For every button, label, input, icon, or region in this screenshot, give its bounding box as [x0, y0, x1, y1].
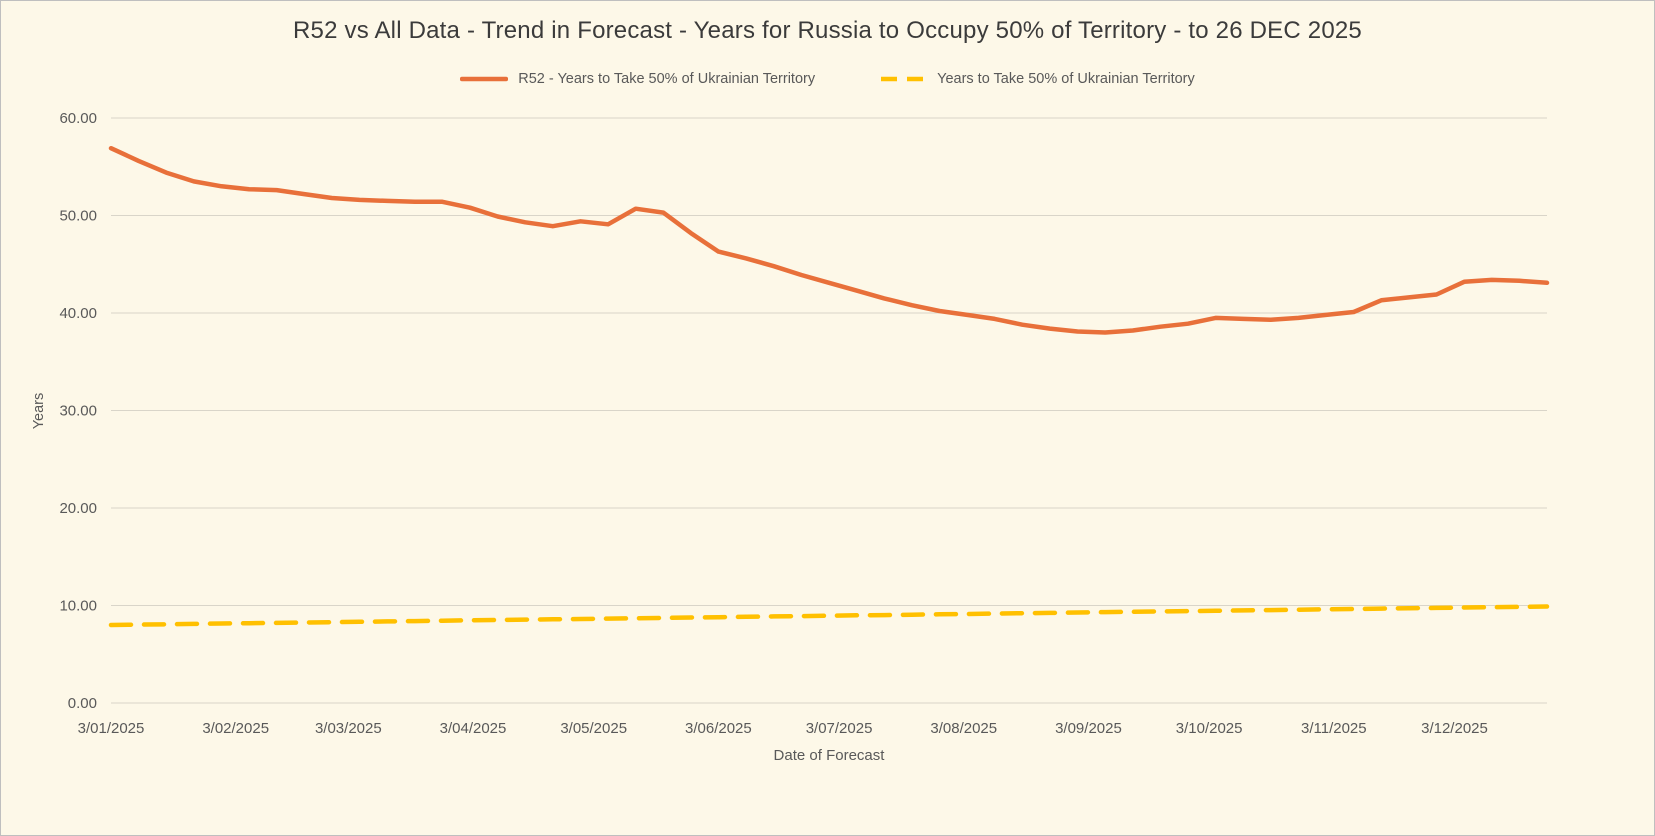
x-tick-label: 3/11/2025 [1301, 720, 1367, 737]
legend-item-alldata: Years to Take 50% of Ukrainian Territory [879, 71, 1195, 87]
y-tick-label: 20.00 [59, 500, 97, 517]
legend-label-r52: R52 - Years to Take 50% of Ukrainian Ter… [518, 71, 816, 87]
y-tick-label: 0.00 [68, 695, 97, 712]
x-tick-label: 3/12/2025 [1421, 720, 1488, 737]
y-tick-label: 10.00 [59, 598, 97, 615]
y-tick-label: 30.00 [59, 403, 97, 420]
x-tick-label: 3/05/2025 [560, 720, 627, 737]
x-tick-label: 3/10/2025 [1176, 720, 1243, 737]
x-tick-label: 3/07/2025 [806, 720, 873, 737]
series-line-1 [108, 604, 1550, 628]
legend-swatch-1 [881, 76, 926, 82]
x-axis-title: Date of Forecast [773, 747, 885, 764]
y-tick-label: 40.00 [59, 305, 97, 322]
x-tick-label: 3/09/2025 [1055, 720, 1122, 737]
y-axis-title: Years [31, 392, 47, 430]
series-line-0 [108, 145, 1550, 335]
legend-item-r52: R52 - Years to Take 50% of Ukrainian Ter… [460, 71, 815, 87]
x-tick-label: 3/03/2025 [315, 720, 382, 737]
chart-title: R52 vs All Data - Trend in Forecast - Ye… [293, 17, 1362, 44]
legend-swatch-0 [460, 76, 509, 82]
x-tick-label: 3/08/2025 [930, 720, 997, 737]
x-tick-label: 3/04/2025 [440, 720, 507, 737]
x-tick-label: 3/02/2025 [202, 720, 269, 737]
y-tick-label: 50.00 [59, 208, 97, 225]
x-tick-label: 3/06/2025 [685, 720, 752, 737]
legend-label-alldata: Years to Take 50% of Ukrainian Territory [937, 71, 1195, 87]
legend: R52 - Years to Take 50% of Ukrainian Ter… [1, 71, 1654, 87]
x-tick-label: 3/01/2025 [78, 720, 145, 737]
y-tick-label: 60.00 [59, 110, 97, 127]
